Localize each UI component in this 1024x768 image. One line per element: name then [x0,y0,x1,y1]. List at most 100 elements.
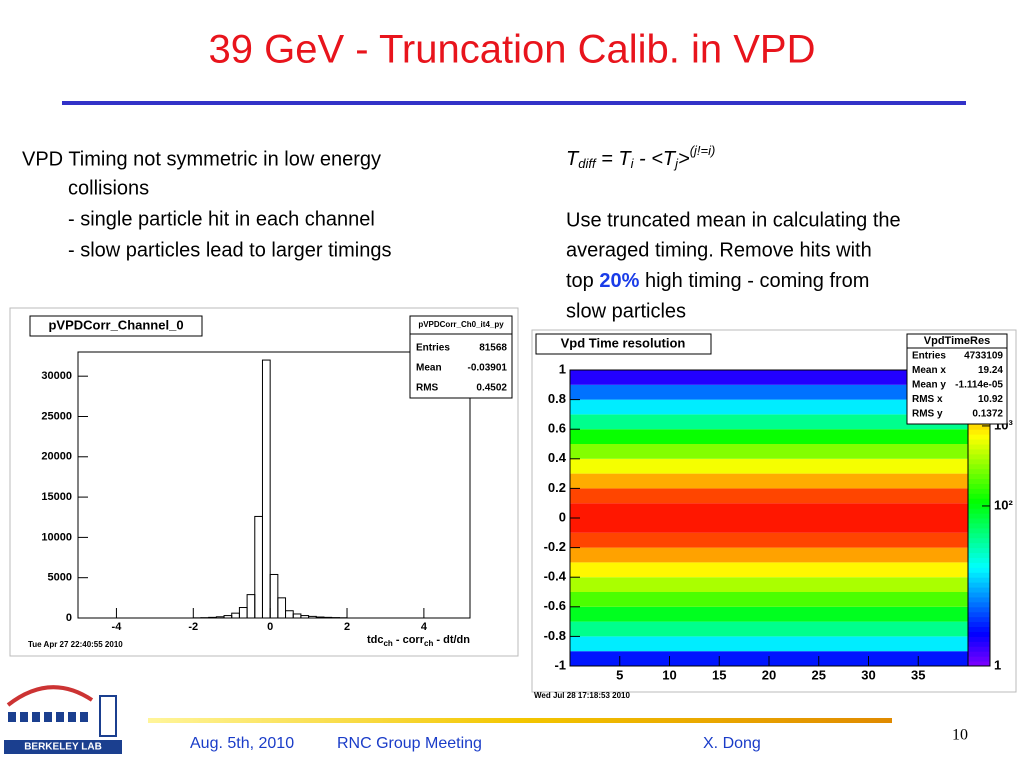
y-tick-label: 0.2 [548,480,566,495]
z-tick-label: 10² [994,497,1013,512]
right-text: slow particles [566,300,686,322]
stats-value: 81568 [479,343,507,354]
colorbar-step [968,646,990,652]
stats-name: VpdTimeRes [924,335,990,347]
label-part: - corr [393,634,425,646]
text-part: high timing - coming from [639,270,869,292]
colorbar-step [968,636,990,642]
heat-cell [570,577,968,592]
colorbar-step [968,488,990,494]
stats-name: pVPDCorr_Ch0_it4_py [418,320,504,329]
x-tick-label: 35 [911,667,925,682]
heat-cell [570,473,968,489]
x-tick-label: 4 [421,621,428,633]
stats-key: Entries [912,351,946,362]
formula-part: > [678,148,690,170]
colorbar-step [968,463,990,470]
colorbar-step [968,537,990,544]
stats-value: 0.1372 [972,409,1003,420]
x-tick-label: 2 [344,621,350,633]
x-tick-label: 0 [267,621,273,633]
colorbar-step [968,577,990,583]
colorbar-step [968,439,990,445]
colorbar-step [968,547,990,554]
y-tick-label: 1 [559,361,566,376]
colorbar-step [968,434,990,440]
y-tick-label: -0.6 [544,598,566,613]
left-text: collisions [68,177,149,199]
x-tick-label: 5 [616,667,623,682]
colorbar-step [968,562,990,568]
heat-cell [570,606,968,622]
heat-cell [570,370,968,385]
y-tick-label: 25000 [41,410,72,422]
heat-cell [570,621,968,637]
formula-sub: i [631,156,635,171]
colorbar-step [968,572,990,578]
stats-box [906,333,1008,425]
colorbar-step [968,493,990,499]
x-tick-label: 20 [762,667,776,682]
colorbar-step [968,601,990,608]
heat-cell [570,444,968,459]
colorbar-step [968,582,990,588]
colorbar-step [968,606,990,613]
hist-frame [77,351,471,619]
heat-cell [570,429,968,444]
heat-cell [570,384,968,400]
colorbar-step [968,651,990,657]
heat-cell [570,488,968,504]
y-tick-label: 0.6 [548,421,566,436]
z-tick-label: 1 [994,657,1001,672]
right-text: Use truncated mean in calculating the [566,209,901,231]
label-sub: ch [424,639,433,648]
y-tick-label: -0.4 [544,569,567,584]
colorbar-step [968,616,990,623]
colorbar-step [968,557,990,563]
heat-cell [570,414,968,430]
heat-cell [570,562,968,578]
x-tick-label: 15 [712,667,726,682]
colorbar-step [968,656,990,662]
x-tick-label: 10 [662,667,676,682]
stats-key: RMS x [912,394,943,405]
y-tick-label: 0.8 [548,391,566,406]
colorbar-step [968,631,990,637]
formula-part: T [566,148,580,170]
x-tick-label: -4 [112,621,123,633]
y-tick-label: 0 [559,509,566,524]
colorbar-step [968,661,990,667]
colorbar-step [968,429,990,435]
y-tick-label: 10000 [41,531,72,543]
colorbar-step [968,473,990,480]
colorbar-step [968,641,990,647]
timestamp: Wed Jul 28 17:18:53 2010 [534,691,630,700]
formula-sup: (j!=i) [690,143,716,158]
heat-cell [570,458,968,474]
formula-sub: diff [578,156,597,171]
stats-value: 10.92 [978,394,1003,405]
heat-cell [570,592,968,607]
heat-cell [570,547,968,563]
colorbar-step [968,621,990,628]
colorbar-step [968,626,990,632]
y-tick-label: 15000 [41,491,72,503]
stats-value: 4733109 [964,351,1003,362]
colorbar-step [968,592,990,598]
y-tick-label: 30000 [41,370,72,382]
logo: BERKELEY LAB [4,685,122,754]
colorbar-step [968,424,990,430]
colorbar-step [968,458,990,465]
right-text: top 20% high timing - coming from [566,270,869,292]
y-tick-label: 0 [66,612,72,624]
page-number: 10 [952,727,968,744]
heat-cell [570,399,968,415]
label-part: - dt/dn [433,634,470,646]
y-tick-label: 5000 [48,572,72,584]
stats-key: Mean x [912,365,946,376]
stats-value: -0.03901 [468,363,508,374]
stats-key: Mean y [912,380,946,391]
colorbar-step [968,611,990,618]
formula: Tdiff = Ti - <Tj>(j!=i) [566,143,715,171]
stats-value: 19.24 [978,365,1003,376]
